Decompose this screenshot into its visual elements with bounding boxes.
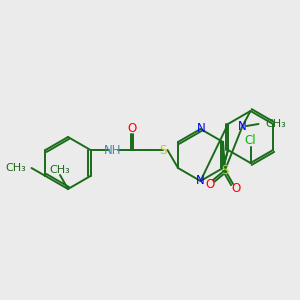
Text: Cl: Cl (245, 134, 256, 148)
Text: CH₃: CH₃ (50, 165, 70, 175)
Text: O: O (206, 178, 215, 191)
Text: S: S (221, 164, 229, 176)
Text: CH₃: CH₃ (266, 119, 286, 129)
Text: N: N (238, 119, 247, 133)
Text: S: S (159, 143, 166, 157)
Text: N: N (196, 175, 205, 188)
Text: O: O (127, 122, 136, 136)
Text: O: O (231, 182, 241, 196)
Text: NH: NH (104, 143, 121, 157)
Text: N: N (197, 122, 206, 136)
Text: CH₃: CH₃ (6, 163, 26, 173)
